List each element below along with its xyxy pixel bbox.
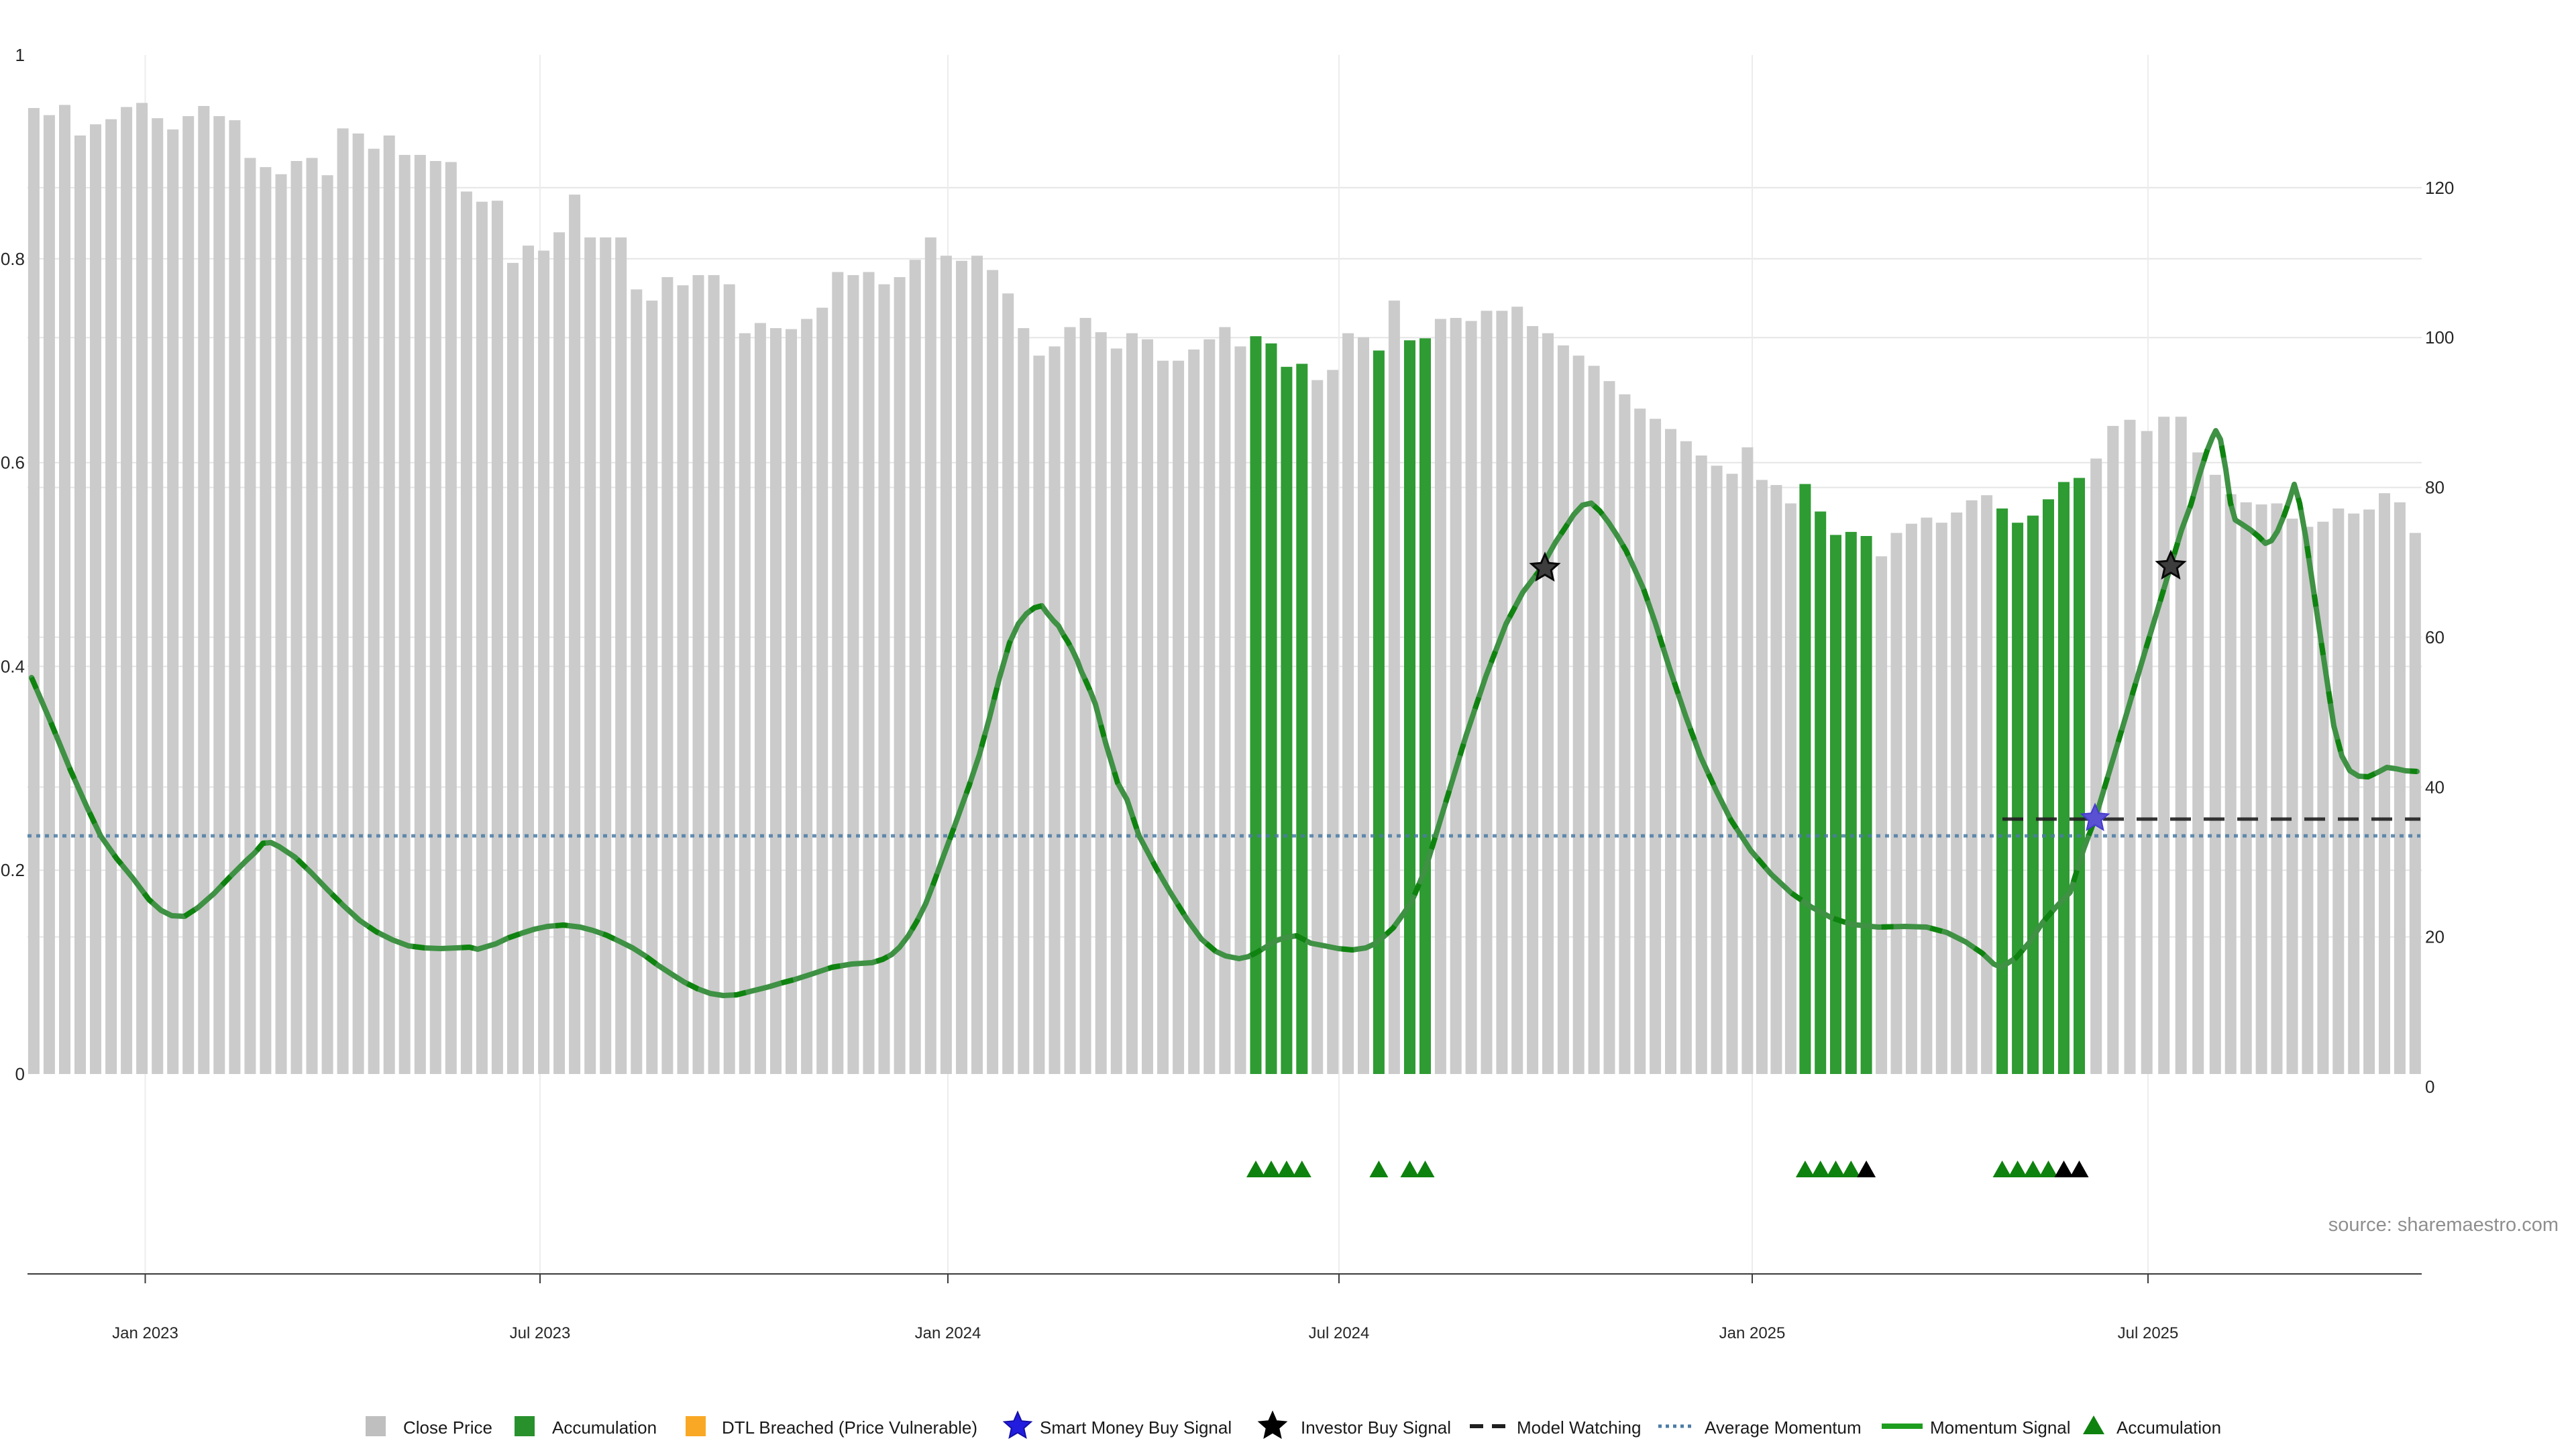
svg-text:0: 0 (15, 1064, 25, 1084)
svg-text:Jul 2023: Jul 2023 (510, 1324, 571, 1342)
svg-text:40: 40 (2425, 777, 2445, 797)
svg-text:Close Price: Close Price (403, 1417, 492, 1438)
svg-text:0: 0 (2425, 1077, 2434, 1097)
svg-text:DTL Breached (Price Vulnerable: DTL Breached (Price Vulnerable) (722, 1417, 977, 1438)
svg-text:0.8: 0.8 (1, 249, 25, 269)
svg-text:120: 120 (2425, 178, 2454, 198)
svg-text:0.6: 0.6 (1, 453, 25, 473)
svg-text:0.4: 0.4 (1, 656, 25, 676)
svg-text:Average Momentum: Average Momentum (1705, 1417, 1862, 1438)
svg-text:Model Watching: Model Watching (1517, 1417, 1641, 1438)
svg-text:100: 100 (2425, 327, 2454, 347)
svg-text:Smart Money Buy Signal: Smart Money Buy Signal (1040, 1417, 1232, 1438)
svg-text:Jan 2023: Jan 2023 (112, 1324, 178, 1342)
svg-text:Jan 2024: Jan 2024 (915, 1324, 981, 1342)
svg-text:20: 20 (2425, 927, 2445, 947)
svg-text:Investor Buy Signal: Investor Buy Signal (1301, 1417, 1451, 1438)
svg-text:1: 1 (15, 45, 25, 65)
svg-text:Jan 2025: Jan 2025 (1719, 1324, 1786, 1342)
svg-text:Momentum Signal: Momentum Signal (1930, 1417, 2071, 1438)
svg-text:source: sharemaestro.com: source: sharemaestro.com (2328, 1214, 2559, 1236)
svg-text:Jul 2024: Jul 2024 (1309, 1324, 1370, 1342)
svg-text:80: 80 (2425, 478, 2445, 498)
svg-text:0.2: 0.2 (1, 860, 25, 880)
svg-text:Accumulation: Accumulation (2116, 1417, 2221, 1438)
svg-text:Accumulation: Accumulation (552, 1417, 657, 1438)
svg-text:60: 60 (2425, 627, 2445, 647)
svg-text:Jul 2025: Jul 2025 (2118, 1324, 2179, 1342)
